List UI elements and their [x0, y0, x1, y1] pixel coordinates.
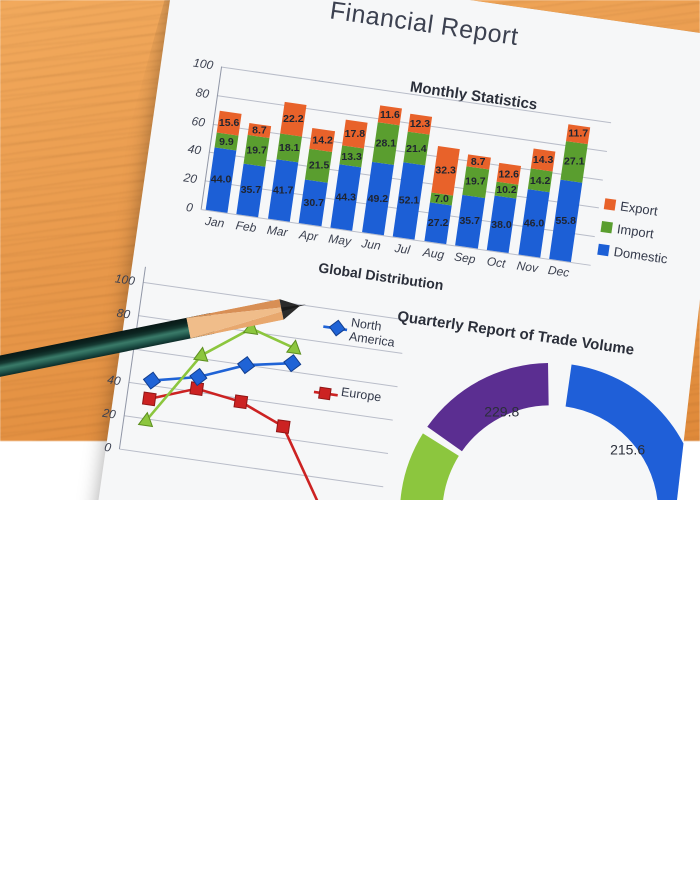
svg-text:215.6: 215.6: [610, 441, 645, 457]
svg-text:229.8: 229.8: [484, 403, 519, 419]
